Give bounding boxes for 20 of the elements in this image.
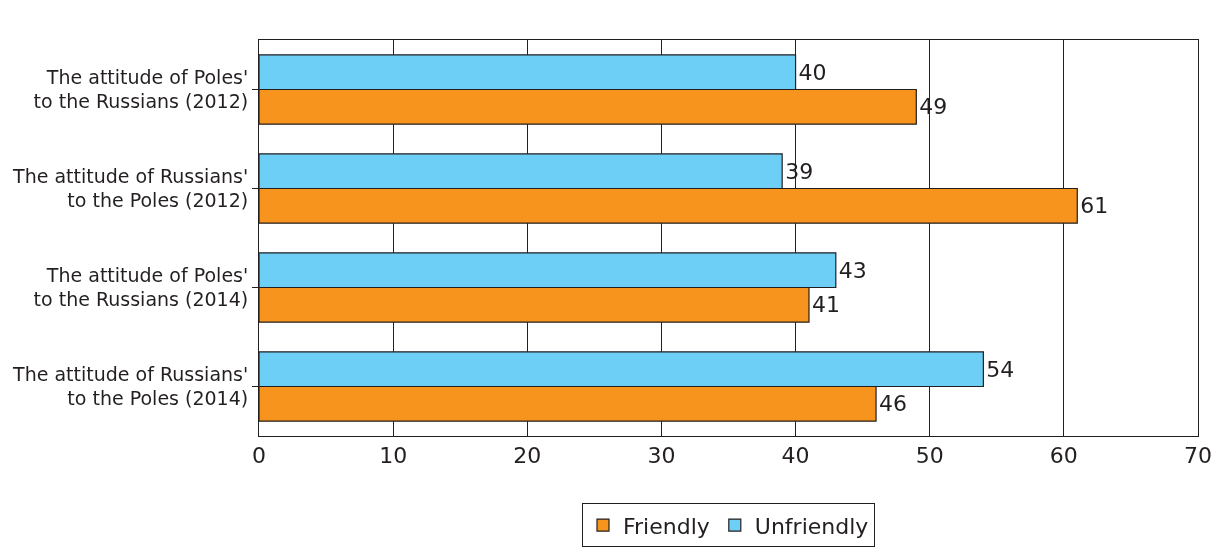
data-label: 46 [879, 391, 908, 417]
x-tick-label: 70 [1184, 443, 1212, 469]
x-tick-label: 30 [647, 443, 676, 469]
legend-label: Friendly [623, 513, 710, 539]
y-tick-label: The attitude of Russians' to the Poles (2014) [12, 362, 249, 410]
data-label: 40 [798, 59, 827, 85]
data-label: 43 [838, 257, 867, 283]
x-tick-label: 40 [781, 443, 810, 469]
x-tick-label: 20 [513, 443, 542, 469]
y-tick-label: The attitude of Poles' to the Russians (2012) [33, 65, 249, 113]
data-label: 41 [811, 292, 840, 318]
y-tick-label: The attitude of Poles' to the Russians (2014) [33, 263, 249, 311]
x-tick-label: 60 [1049, 443, 1078, 469]
x-tick-label: 50 [915, 443, 944, 469]
data-label: 54 [986, 356, 1015, 382]
legend-label: Unfriendly [754, 513, 869, 539]
data-label: 61 [1080, 193, 1109, 219]
x-tick-label: 10 [379, 443, 408, 469]
y-tick-label: The attitude of Russians' to the Poles (2012) [12, 164, 249, 212]
x-tick-label: 0 [252, 443, 266, 469]
